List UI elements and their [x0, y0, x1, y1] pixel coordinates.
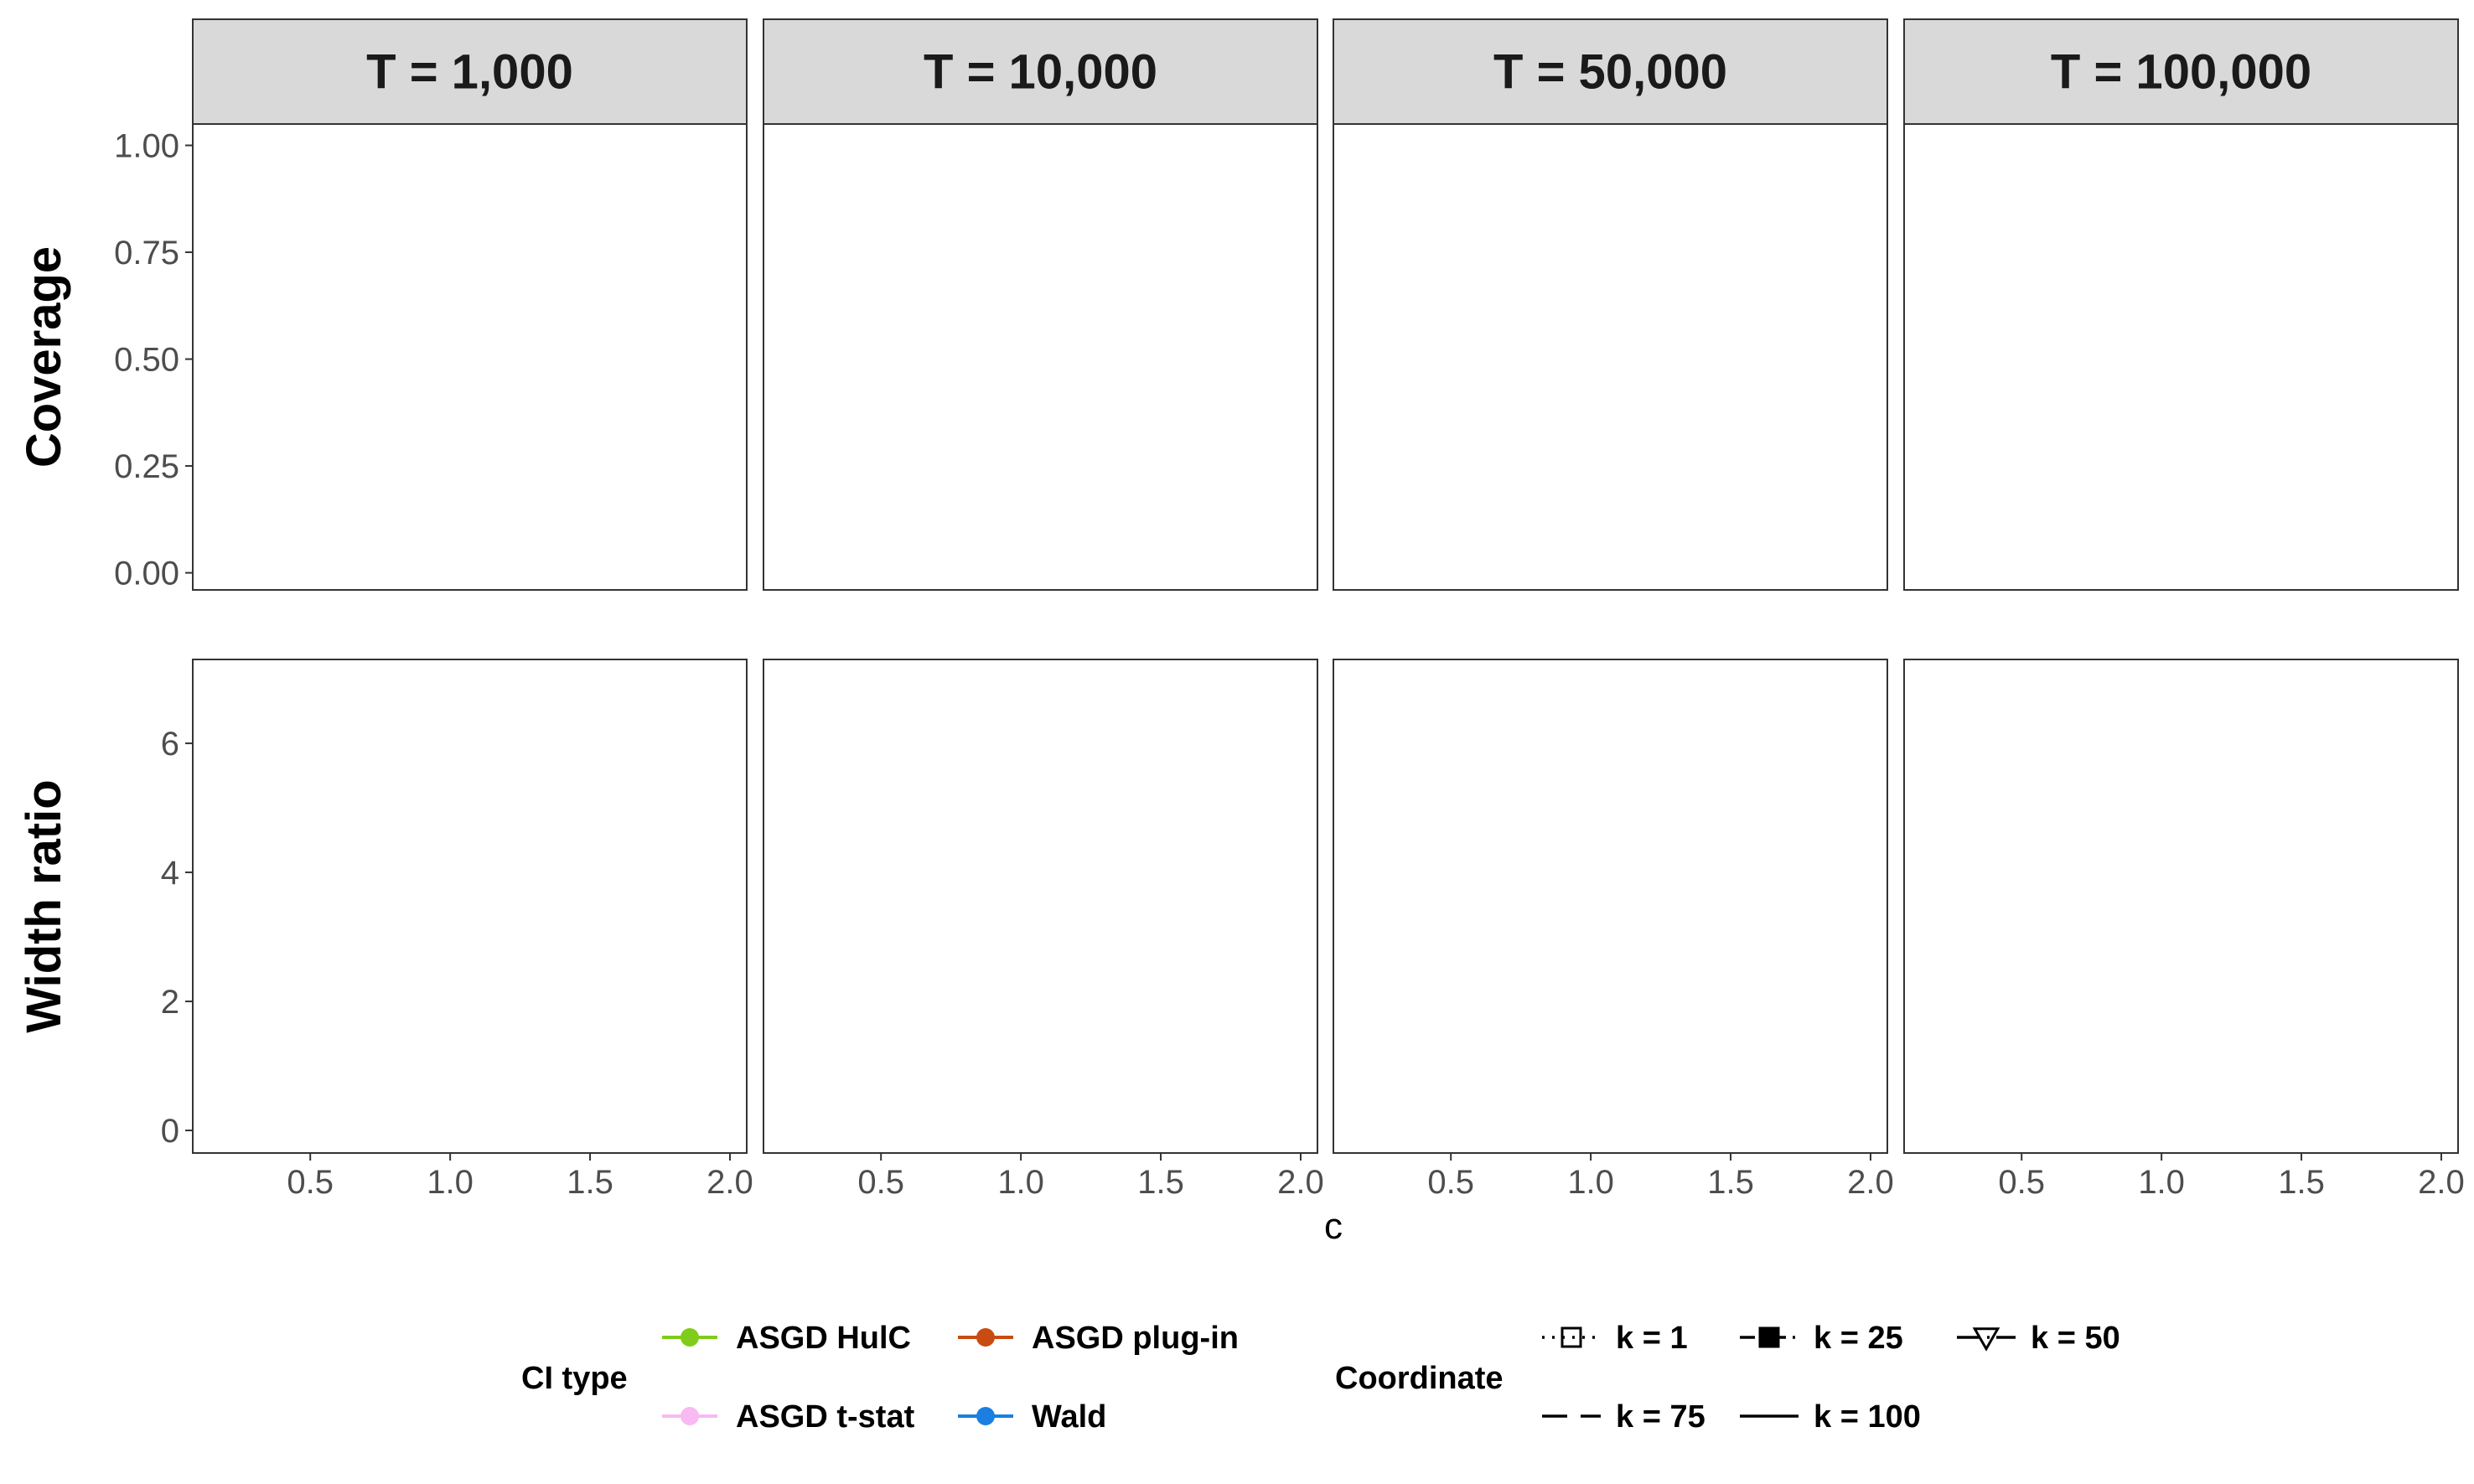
y-tick-label: 6: [161, 726, 179, 763]
legend-label: k = 1: [1616, 1321, 1688, 1356]
x-tick-label: 2.0: [1847, 1164, 1894, 1201]
panel-coverage-t-50-000: [1333, 123, 1888, 591]
x-tick-label: 2.0: [1277, 1164, 1324, 1201]
facet-strip-t-10-000: T = 10,000: [763, 18, 1318, 125]
legend-label: k = 100: [1814, 1399, 1921, 1435]
x-tick-label: 1.0: [1567, 1164, 1614, 1201]
x-tick-label: 0.5: [1427, 1164, 1474, 1201]
legend: CI type ASGD HulC ASGD plug-in ASGD t-stat W…: [521, 1321, 2120, 1435]
legend-label: k = 25: [1814, 1321, 1903, 1356]
y-tick-label: 0.50: [114, 342, 179, 379]
legend-key-k-1: k = 1: [1542, 1321, 1688, 1356]
legend-k-25-point: [1758, 1326, 1780, 1348]
legend-title-coordinate: Coordinate: [1335, 1361, 1504, 1396]
legend-key-asgd-hulc: ASGD HulC: [662, 1321, 911, 1356]
y-tick-label: 0.75: [114, 235, 179, 271]
x-tick-label: 1.0: [997, 1164, 1044, 1201]
x-tick-label: 1.5: [2278, 1164, 2325, 1201]
legend-label: ASGD plug-in: [1032, 1321, 1239, 1356]
facet-strip-t-50-000: T = 50,000: [1333, 18, 1888, 125]
x-tick-label: 1.5: [1707, 1164, 1754, 1201]
x-tick-label: 1.0: [2138, 1164, 2185, 1201]
facet-strip-label: T = 1,000: [366, 45, 573, 100]
facet-strip-label: T = 10,000: [924, 45, 1157, 100]
facet-strip-t-100-000: T = 100,000: [1903, 18, 2459, 125]
legend-label: k = 75: [1616, 1399, 1705, 1435]
panel-width-t-50-000: 0.5 1.0 1.5 2.0: [1333, 659, 1894, 1201]
panel-coverage-t-100-000: [1903, 123, 2459, 591]
legend-label: k = 50: [2031, 1321, 2120, 1356]
legend-key-asgd-t-stat: ASGD t-stat: [662, 1399, 915, 1435]
x-axis-label: c: [1324, 1206, 1343, 1247]
y-tick-label: 2: [161, 984, 179, 1021]
legend-key-k-25: k = 25: [1740, 1321, 1903, 1356]
y-axis-label-coverage: Coverage: [17, 246, 71, 468]
legend-key-k-75: k = 75: [1542, 1399, 1705, 1435]
x-tick-label: 0.5: [287, 1164, 334, 1201]
panel-coverage-t-1-000: 0.00 0.25 0.50 0.75 1.00: [114, 123, 748, 592]
legend-k-1-point: [1560, 1326, 1582, 1348]
facet-strip-label: T = 100,000: [2051, 45, 2311, 100]
legend-label: ASGD t-stat: [736, 1399, 915, 1435]
panel-width-t-10-000: 0.5 1.0 1.5 2.0: [763, 659, 1324, 1201]
x-tick-label: 2.0: [2418, 1164, 2465, 1201]
x-tick-label: 1.5: [567, 1164, 613, 1201]
legend-key-asgd-plug-in: ASGD plug-in: [958, 1321, 1239, 1356]
legend-title-ci-type: CI type: [521, 1361, 628, 1396]
facet-strip-label: T = 50,000: [1493, 45, 1727, 100]
legend-key-wald: Wald: [958, 1399, 1106, 1435]
legend-label: ASGD HulC: [736, 1321, 911, 1356]
y-tick-label: 0.25: [114, 448, 179, 485]
panel-width-t-1-000: 0.5 1.0 1.5 2.0 0 2 4 6: [161, 659, 753, 1201]
x-tick-label: 1.0: [427, 1164, 474, 1201]
x-tick-label: 0.5: [1998, 1164, 2045, 1201]
y-tick-label: 4: [161, 855, 179, 892]
legend-key-k-50: k = 50: [1957, 1321, 2120, 1356]
y-axis-label-width: Width ratio: [17, 779, 71, 1032]
legend-k-50-point: [1972, 1327, 2000, 1352]
x-tick-label: 0.5: [857, 1164, 904, 1201]
x-tick-label: 1.5: [1137, 1164, 1184, 1201]
facet-strip-t-1-000: T = 1,000: [192, 18, 748, 125]
panel-coverage-t-10-000: [763, 123, 1318, 591]
panel-width-t-100-000: 0.5 1.0 1.5 2.0: [1903, 659, 2465, 1201]
y-tick-label: 0.00: [114, 556, 179, 592]
legend-key-k-100: k = 100: [1740, 1399, 1921, 1435]
y-tick-label: 1.00: [114, 128, 179, 165]
legend-label: Wald: [1032, 1399, 1106, 1435]
x-tick-label: 2.0: [706, 1164, 753, 1201]
y-tick-label: 0: [161, 1113, 179, 1150]
